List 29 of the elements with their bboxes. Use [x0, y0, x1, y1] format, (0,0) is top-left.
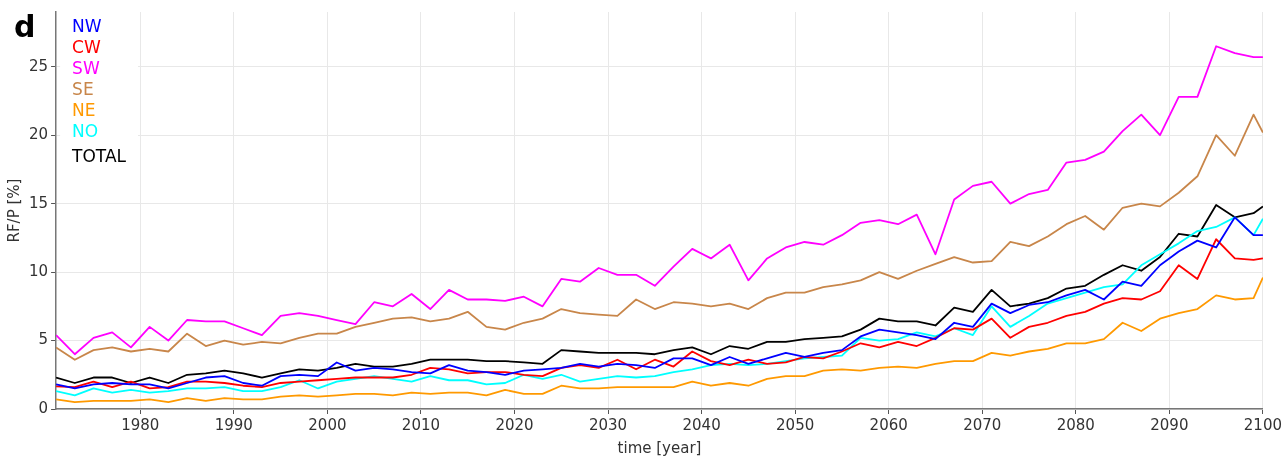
x-axis-title: time [year] — [617, 438, 702, 457]
x-tick-label: 2070 — [963, 415, 1002, 434]
x-tick-label: 2040 — [682, 415, 721, 434]
x-tick-label: 1980 — [121, 415, 160, 434]
x-tick-label: 2080 — [1056, 415, 1095, 434]
x-tick-label: 2010 — [401, 415, 441, 434]
text: NW — [72, 16, 102, 37]
y-tick-label: 5 — [38, 330, 49, 349]
y-tick-label: 25 — [28, 56, 49, 75]
x-tick-label: 2050 — [776, 415, 815, 434]
x-tick-label: 2030 — [588, 415, 628, 434]
x-tick-label: 1990 — [214, 415, 253, 434]
text: d — [14, 8, 36, 44]
x-tick-label: 2090 — [1150, 415, 1189, 434]
x-tick-label: 2020 — [495, 415, 534, 434]
text: CW — [72, 37, 101, 58]
text: NO — [72, 121, 99, 142]
x-tick-label: 2060 — [869, 415, 908, 434]
x-tick-label: 2100 — [1243, 415, 1283, 434]
text: NE — [72, 100, 96, 121]
y-tick-label: 10 — [28, 261, 49, 280]
y-tick-label: 20 — [28, 125, 49, 144]
text: TOTAL — [71, 146, 127, 167]
x-tick-label: 2000 — [308, 415, 347, 434]
y-tick-label: 15 — [28, 193, 49, 212]
text: SE — [72, 79, 94, 100]
y-axis-title: RF/P [%] — [4, 178, 23, 243]
text: SW — [72, 58, 100, 79]
y-tick-label: 0 — [38, 398, 49, 417]
